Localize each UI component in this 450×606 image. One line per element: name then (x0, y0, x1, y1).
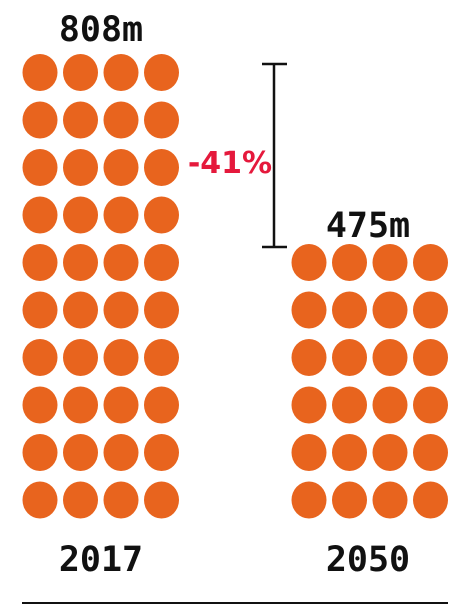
dot-2050 (413, 386, 448, 424)
dot-2017 (103, 386, 139, 424)
dot-2050 (372, 244, 408, 281)
dot-2017 (103, 101, 139, 139)
change-percent-label: -41% (188, 146, 272, 181)
change-bracket (262, 62, 287, 249)
dot-2050 (413, 244, 448, 281)
dot-2050 (332, 244, 367, 281)
dot-2017 (144, 54, 179, 91)
category-label-2050: 2050 (326, 540, 410, 580)
dot-2017 (22, 434, 58, 471)
value-label-2017: 808m (59, 10, 143, 50)
dot-2017 (144, 339, 179, 376)
dot-2017 (22, 481, 58, 519)
dot-2050 (291, 481, 327, 519)
dot-2050 (413, 481, 448, 519)
dot-2017 (144, 291, 179, 329)
dot-2017 (63, 101, 98, 139)
dot-2017 (144, 244, 179, 281)
dots-layer (22, 54, 448, 519)
dot-2050 (291, 386, 327, 424)
dot-2017 (63, 386, 98, 424)
dot-2050 (372, 291, 408, 329)
dot-2050 (332, 339, 367, 376)
dot-2017 (103, 481, 139, 519)
dot-2050 (291, 244, 327, 281)
dot-2017 (63, 481, 98, 519)
dot-2017 (144, 196, 179, 234)
dot-2017 (63, 54, 98, 91)
dot-2050 (332, 434, 367, 471)
dot-2017 (103, 54, 139, 91)
dot-2017 (103, 196, 139, 234)
dot-2017 (144, 149, 179, 186)
dot-2017 (63, 244, 98, 281)
category-label-2017: 2017 (59, 540, 143, 580)
dot-2017 (103, 291, 139, 329)
dot-2017 (63, 149, 98, 186)
dot-2017 (22, 386, 58, 424)
dot-2050 (332, 481, 367, 519)
dot-2017 (103, 339, 139, 376)
dot-2050 (332, 291, 367, 329)
dot-2017 (63, 291, 98, 329)
dot-2050 (372, 481, 408, 519)
dot-2017 (22, 149, 58, 186)
dot-2017 (144, 101, 179, 139)
dot-2050 (372, 386, 408, 424)
dot-2017 (144, 481, 179, 519)
dot-2050 (372, 339, 408, 376)
dot-2050 (291, 339, 327, 376)
dot-2017 (63, 434, 98, 471)
dot-2017 (63, 339, 98, 376)
dot-2050 (372, 434, 408, 471)
dot-2017 (103, 434, 139, 471)
dot-2050 (413, 434, 448, 471)
dot-2017 (22, 244, 58, 281)
dot-2017 (22, 54, 58, 91)
dot-2017 (63, 196, 98, 234)
dot-2050 (413, 291, 448, 329)
dot-2017 (103, 244, 139, 281)
dot-2017 (103, 149, 139, 186)
dot-2017 (22, 291, 58, 329)
dot-2050 (291, 434, 327, 471)
dot-2017 (144, 434, 179, 471)
dot-2017 (22, 101, 58, 139)
dot-2017 (22, 196, 58, 234)
dot-2017 (22, 339, 58, 376)
dot-2050 (332, 386, 367, 424)
dot-2050 (291, 291, 327, 329)
dot-2017 (144, 386, 179, 424)
dot-2050 (413, 339, 448, 376)
value-label-2050: 475m (326, 206, 410, 246)
